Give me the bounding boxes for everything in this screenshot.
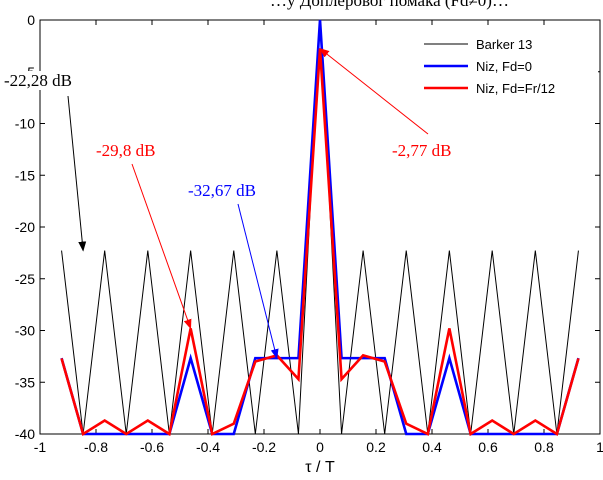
x-tick-label: 0.6 bbox=[478, 439, 498, 455]
x-tick-label: 0.4 bbox=[422, 439, 442, 455]
y-tick-label: -10 bbox=[15, 116, 35, 132]
y-tick-label: -35 bbox=[15, 374, 35, 390]
x-tick-label: -1 bbox=[34, 439, 47, 455]
y-tick-label: -30 bbox=[15, 323, 35, 339]
y-tick-label: 0 bbox=[27, 12, 35, 28]
caption-fragment: …у Доплеровог помака (Fd≠0)… bbox=[270, 0, 509, 10]
y-tick-label: -15 bbox=[15, 167, 35, 183]
legend-label: Barker 13 bbox=[476, 37, 532, 52]
annotation-label: -2,77 dB bbox=[392, 141, 452, 160]
x-tick-label: 0.8 bbox=[534, 439, 554, 455]
legend-label: Niz, Fd=0 bbox=[476, 59, 532, 74]
y-tick-label: -25 bbox=[15, 271, 35, 287]
annotation-label: -22,28 dB bbox=[4, 71, 72, 90]
x-tick-label: 0.2 bbox=[366, 439, 386, 455]
y-tick-label: -40 bbox=[15, 426, 35, 442]
x-tick-label: -0.2 bbox=[252, 439, 276, 455]
x-tick-label: -0.8 bbox=[84, 439, 108, 455]
annotation-label: -32,67 dB bbox=[188, 181, 256, 200]
y-tick-label: -20 bbox=[15, 219, 35, 235]
x-tick-label: -0.4 bbox=[196, 439, 220, 455]
legend-label: Niz, Fd=Fr/12 bbox=[476, 81, 555, 96]
legend: Barker 13 Niz, Fd=0 Niz, Fd=Fr/12 bbox=[412, 26, 598, 108]
x-tick-label: -0.6 bbox=[140, 439, 164, 455]
annotation-label: -29,8 dB bbox=[96, 141, 156, 160]
x-tick-label: 0 bbox=[316, 439, 324, 455]
x-axis-label: τ / T bbox=[305, 459, 335, 476]
x-tick-label: 1 bbox=[596, 439, 603, 455]
